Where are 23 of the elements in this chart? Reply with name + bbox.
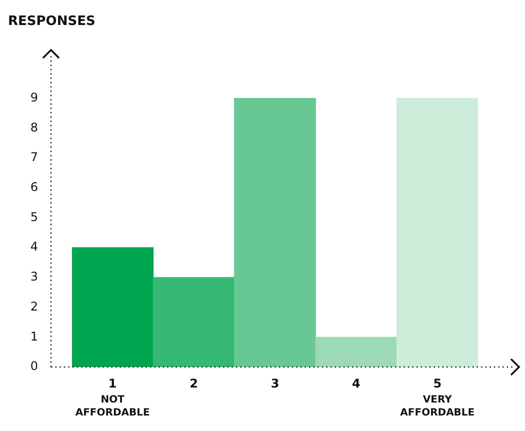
x-tick-label: 5 [433, 376, 442, 390]
y-tick-label: 8 [30, 120, 38, 134]
text: NOT AFFORDABLE [75, 394, 150, 419]
x-tick-label: 4 [352, 376, 360, 390]
bar [72, 247, 154, 367]
bar [152, 277, 235, 367]
y-tick-label: 5 [30, 210, 38, 224]
chart-title: RESPONSES [8, 14, 96, 30]
text: VERY AFFORDABLE [400, 394, 475, 419]
y-tick-label: 2 [30, 299, 38, 314]
y-tick-label: 3 [30, 270, 38, 284]
y-tick-label: 0 [30, 359, 38, 374]
bar [396, 98, 478, 367]
y-tick-label: 4 [30, 240, 38, 254]
x-tick-label: 2 [190, 376, 198, 390]
bar [315, 336, 398, 367]
y-tick-label: 6 [30, 180, 38, 194]
x-tick-label: 3 [270, 376, 280, 390]
y-tick-label: 7 [30, 150, 38, 164]
bar [234, 98, 316, 367]
y-tick-label: 9 [30, 90, 38, 104]
x-tick-label: 1 [108, 376, 117, 390]
y-tick-label: 1 [30, 329, 38, 344]
